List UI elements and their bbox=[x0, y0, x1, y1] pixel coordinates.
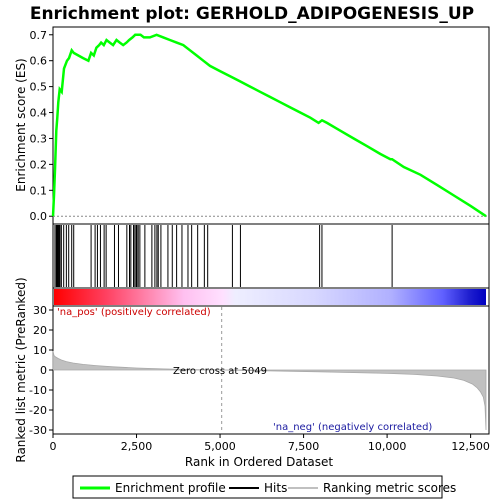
legend-label-hits: Hits bbox=[264, 481, 287, 495]
rank-bar bbox=[54, 289, 486, 305]
legend-label-enrichment: Enrichment profile bbox=[115, 481, 226, 495]
metric-y-tick-label: -20 bbox=[29, 404, 47, 417]
enrichment-profile-line bbox=[51, 33, 487, 218]
x-tick-label: 10,000 bbox=[368, 440, 407, 453]
metric-axis-label: Ranked list metric (PreRanked) bbox=[14, 277, 28, 462]
na-pos-annotation: 'na_pos' (positively correlated) bbox=[57, 307, 211, 318]
chart-title: Enrichment plot: GERHOLD_ADIPOGENESIS_UP bbox=[30, 4, 474, 24]
x-tick-label: 0 bbox=[50, 440, 57, 453]
x-axis: 0 2,500 5,000 7,500 10,000 12,500 bbox=[50, 434, 490, 453]
metric-y-tick-label: 0 bbox=[40, 364, 47, 377]
na-neg-annotation: 'na_neg' (negatively correlated) bbox=[273, 422, 432, 433]
x-tick-label: 7,500 bbox=[288, 440, 320, 453]
metric-y-tick-label: 10 bbox=[33, 344, 47, 357]
metric-y-tick-label: -10 bbox=[29, 384, 47, 397]
es-y-tick-label: 0.3 bbox=[30, 132, 48, 145]
es-y-tick-label: 0.7 bbox=[30, 29, 48, 42]
x-tick-label: 2,500 bbox=[121, 440, 153, 453]
es-y-tick-label: 0.1 bbox=[30, 184, 48, 197]
metric-y-tick-label: 20 bbox=[33, 324, 47, 337]
metric-y-tick-label: 30 bbox=[33, 304, 47, 317]
es-y-tick-label: 0.0 bbox=[30, 210, 48, 223]
metric-area-group bbox=[52, 350, 487, 431]
es-axis-label: Enrichment score (ES) bbox=[14, 58, 28, 191]
es-y-tick-label: 0.5 bbox=[30, 81, 48, 94]
metric-y-axis: 30 20 10 0 -10 -20 -30 bbox=[29, 304, 53, 437]
x-tick-label: 5,000 bbox=[204, 440, 236, 453]
es-panel bbox=[52, 26, 490, 225]
legend-label-metric: Ranking metric scores bbox=[323, 481, 456, 495]
es-line-group bbox=[51, 33, 487, 218]
es-y-tick-label: 0.6 bbox=[30, 55, 48, 68]
zero-cross-annotation: Zero cross at 5049 bbox=[173, 366, 267, 377]
ranking-metric-area bbox=[52, 350, 487, 431]
x-axis-label: Rank in Ordered Dataset bbox=[185, 455, 333, 469]
hits-group bbox=[54, 225, 393, 287]
es-y-axis: 0.0 0.1 0.2 0.3 0.4 0.5 0.6 0.7 bbox=[30, 29, 53, 223]
es-y-tick-label: 0.4 bbox=[30, 107, 48, 120]
x-tick-label: 12,500 bbox=[451, 440, 490, 453]
es-y-tick-label: 0.2 bbox=[30, 158, 48, 171]
metric-y-tick-label: -30 bbox=[29, 424, 47, 437]
rank-gradient bbox=[54, 289, 486, 305]
